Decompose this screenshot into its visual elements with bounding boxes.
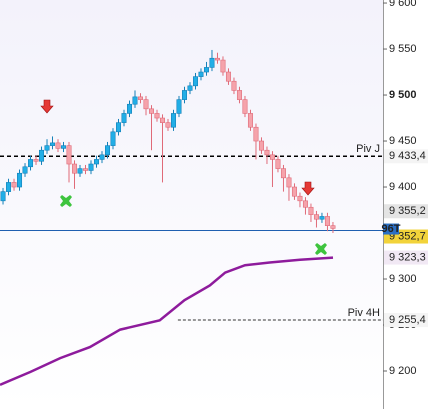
candle-body bbox=[99, 154, 105, 160]
candle-body bbox=[94, 159, 100, 165]
candle-body bbox=[286, 177, 292, 188]
candle-body bbox=[176, 99, 182, 114]
candle-body bbox=[50, 142, 56, 146]
candle-body bbox=[187, 85, 193, 91]
candle-body bbox=[44, 145, 50, 151]
candle-body bbox=[225, 71, 231, 82]
moving-average bbox=[0, 256, 334, 386]
candle-body bbox=[192, 76, 198, 87]
candle-body bbox=[126, 103, 132, 114]
bid-label: 9 355,2 bbox=[389, 205, 426, 217]
candle-body bbox=[88, 163, 94, 171]
candle-body bbox=[165, 122, 171, 128]
candle-body bbox=[6, 182, 12, 192]
candle-body bbox=[55, 142, 61, 149]
bid-box bbox=[384, 204, 428, 219]
plot-bg bbox=[0, 0, 383, 409]
candle-body bbox=[313, 214, 319, 220]
candle-body bbox=[116, 122, 122, 133]
candle-body bbox=[154, 113, 160, 119]
candle-body bbox=[258, 140, 264, 151]
candle-body bbox=[0, 191, 6, 202]
candle-body bbox=[17, 172, 23, 188]
candle-body bbox=[231, 80, 237, 91]
candle-body bbox=[33, 159, 39, 162]
candle-body bbox=[319, 216, 325, 220]
ma-label: 9 323,3 bbox=[389, 251, 426, 263]
pivot-name: Piv 4H bbox=[348, 307, 380, 319]
candle-body bbox=[198, 71, 204, 77]
pivot-label: 9 433,4 bbox=[389, 150, 426, 162]
pivot-label: 9 255,4 bbox=[389, 314, 426, 326]
candle-body bbox=[247, 113, 253, 128]
candle-body bbox=[324, 216, 330, 226]
pivot-label-bg bbox=[384, 313, 428, 328]
buy-cross bbox=[315, 243, 327, 255]
candle-body bbox=[209, 57, 215, 68]
y-tick-label: 9 550 bbox=[389, 43, 417, 55]
candle-body bbox=[132, 96, 138, 105]
candle-body bbox=[214, 57, 220, 61]
candle-body bbox=[22, 166, 28, 174]
candle-body bbox=[77, 168, 83, 174]
candle-body bbox=[308, 206, 314, 215]
candle-body bbox=[83, 168, 89, 171]
badge: 96T bbox=[382, 223, 401, 235]
badge-box bbox=[383, 223, 399, 235]
candle-body bbox=[66, 145, 72, 165]
candle-body bbox=[264, 149, 270, 156]
candle-body bbox=[220, 59, 226, 73]
candle-body bbox=[269, 154, 275, 160]
y-tick-label: 9 200 bbox=[389, 365, 417, 377]
candle-body bbox=[11, 182, 17, 188]
candle-body bbox=[280, 168, 286, 179]
candle-body bbox=[121, 113, 127, 123]
candle-body bbox=[110, 131, 116, 146]
candle-body bbox=[170, 113, 176, 128]
candle-body bbox=[275, 159, 281, 169]
candle-body bbox=[242, 99, 248, 114]
candle-body bbox=[302, 200, 308, 208]
buy-cross bbox=[60, 195, 72, 207]
candle-body bbox=[72, 163, 78, 174]
candle-body bbox=[236, 90, 242, 100]
pivot-name: Piv J bbox=[356, 143, 380, 155]
candle-body bbox=[105, 145, 111, 156]
y-tick-label: 9 500 bbox=[389, 89, 417, 101]
y-tick-label: 9 450 bbox=[389, 135, 417, 147]
candle-body bbox=[181, 90, 187, 100]
candle-body bbox=[28, 159, 34, 168]
candle-body bbox=[137, 96, 143, 100]
sell-arrow bbox=[40, 99, 54, 114]
pivot-label-bg bbox=[384, 149, 428, 164]
y-tick-label: 9 300 bbox=[389, 273, 417, 285]
sell-arrow bbox=[301, 181, 315, 196]
y-tick-label: 9 600 bbox=[389, 0, 417, 9]
y-tick-label: 9 400 bbox=[389, 181, 417, 193]
candle-body bbox=[203, 67, 209, 73]
candle-body bbox=[61, 145, 67, 149]
candle-body bbox=[148, 108, 154, 114]
candle-body bbox=[291, 186, 297, 197]
candle-body bbox=[330, 225, 336, 229]
candle-body bbox=[159, 117, 165, 123]
ma-label-bg bbox=[384, 250, 428, 265]
candle-body bbox=[297, 195, 303, 202]
candle-body bbox=[143, 99, 149, 110]
candle-body bbox=[253, 126, 259, 142]
candle-body bbox=[39, 149, 45, 162]
